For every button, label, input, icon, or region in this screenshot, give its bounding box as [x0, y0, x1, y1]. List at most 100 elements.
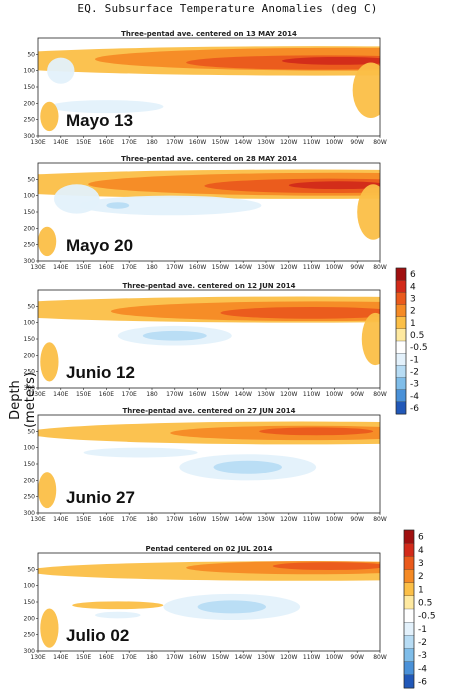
chart-title: EQ. Subsurface Temperature Anomalies (de…	[77, 2, 378, 15]
y-tick-label: 50	[27, 303, 35, 310]
x-tick-label: 160W	[189, 264, 206, 271]
y-tick-label: 200	[24, 477, 36, 484]
y-tick-label: 250	[24, 632, 36, 639]
x-tick-label: 170W	[166, 654, 183, 661]
y-tick-label: 100	[24, 193, 36, 200]
x-tick-label: 160W	[189, 391, 206, 398]
x-tick-label: 150E	[76, 654, 91, 661]
anomaly-contour	[38, 472, 57, 509]
anomaly-contour	[79, 195, 262, 216]
x-tick-label: 140E	[53, 264, 68, 271]
colorbar-segment	[403, 543, 415, 557]
y-tick-label: 100	[24, 68, 36, 75]
colorbar-segment	[395, 316, 407, 330]
x-tick-label: 130E	[30, 139, 45, 146]
y-tick-label: 250	[24, 369, 36, 376]
colorbar-label: -4	[410, 392, 419, 402]
colorbar-segment	[403, 674, 415, 689]
x-tick-label: 140W	[235, 654, 252, 661]
panel-title: Three-pentad ave. centered on 28 MAY 201…	[121, 155, 297, 163]
y-tick-label: 100	[24, 320, 36, 327]
anomaly-contour	[72, 601, 164, 610]
y-tick-label: 250	[24, 242, 36, 249]
anomaly-contour	[47, 57, 75, 84]
anomaly-contour	[142, 330, 207, 341]
x-tick-label: 180	[146, 391, 158, 398]
colorbar-label: 4	[410, 282, 416, 292]
colorbar-frame	[395, 267, 407, 415]
y-tick-label: 300	[24, 648, 36, 655]
colorbar-segment	[403, 661, 415, 676]
anomaly-contour	[40, 101, 59, 132]
panel-2: Three-pentad ave. centered on 28 MAY 201…	[24, 155, 387, 271]
colorbar-segment	[395, 365, 407, 378]
anomaly-contour	[38, 226, 57, 257]
x-tick-label: 90W	[350, 654, 364, 661]
colorbar-label: 0.5	[418, 598, 432, 608]
colorbar-frame	[403, 529, 415, 689]
x-tick-label: 180	[146, 516, 158, 523]
y-tick-label: 300	[24, 133, 36, 140]
panel-4: Three-pentad ave. centered on 27 JUN 201…	[24, 407, 387, 523]
x-tick-label: 180	[146, 139, 158, 146]
y-tick-label: 150	[24, 599, 36, 606]
colorbar-label: -3	[410, 380, 419, 390]
colorbar-label: -2	[410, 367, 419, 377]
panel-title: Three-pentad ave. centered on 27 JUN 201…	[122, 407, 295, 415]
anomaly-contour	[213, 460, 282, 474]
panel-title: Pentad centered on 02 JUL 2014	[145, 545, 272, 553]
x-tick-label: 150E	[76, 264, 91, 271]
x-tick-label: 140E	[53, 516, 68, 523]
x-tick-label: 150E	[76, 516, 91, 523]
panel-1: Three-pentad ave. centered on 13 MAY 201…	[24, 30, 387, 146]
x-tick-label: 150W	[212, 264, 229, 271]
panel-date-label: Mayo 13	[66, 111, 133, 130]
x-tick-label: 180	[146, 264, 158, 271]
x-tick-label: 140W	[235, 391, 252, 398]
anomaly-contour	[220, 306, 380, 319]
x-tick-label: 170W	[166, 264, 183, 271]
colorbar-label: 1	[410, 319, 416, 329]
x-tick-label: 160E	[99, 391, 114, 398]
panel-title: Three-pentad ave. centered on 13 MAY 201…	[121, 30, 297, 38]
anomaly-contour	[49, 100, 164, 114]
x-tick-label: 140W	[235, 139, 252, 146]
anomaly-contour	[281, 56, 380, 65]
colorbar-label: -0.5	[410, 343, 428, 353]
x-tick-label: 80W	[373, 264, 387, 271]
x-tick-label: 110W	[303, 654, 320, 661]
colorbar-2: 6 4 3 2 1 0.5 -0.5 -1 -2 -3 -4 -6	[403, 529, 436, 689]
x-tick-label: 130E	[30, 654, 45, 661]
anomaly-contour	[272, 562, 380, 570]
x-tick-label: 80W	[373, 391, 387, 398]
anomaly-field	[38, 46, 380, 132]
colorbar-label: 0.5	[410, 331, 424, 341]
x-tick-label: 90W	[350, 391, 364, 398]
y-tick-label: 150	[24, 209, 36, 216]
x-tick-label: 170E	[122, 516, 137, 523]
x-tick-label: 140W	[235, 264, 252, 271]
anomaly-field	[38, 296, 380, 382]
x-tick-label: 100W	[326, 516, 343, 523]
colorbar-label: 6	[418, 533, 424, 543]
y-tick-label: 50	[27, 176, 35, 183]
x-tick-label: 150W	[212, 516, 229, 523]
anomaly-contour	[352, 62, 380, 119]
x-tick-label: 150E	[76, 139, 91, 146]
x-tick-label: 130W	[257, 654, 274, 661]
colorbar-segment	[395, 304, 407, 318]
x-tick-label: 140E	[53, 139, 68, 146]
x-tick-label: 120W	[280, 391, 297, 398]
y-tick-label: 150	[24, 84, 36, 91]
x-tick-label: 130E	[30, 264, 45, 271]
panel-title: Three-pentad ave. centered on 12 JUN 201…	[122, 282, 295, 290]
x-tick-label: 160E	[99, 264, 114, 271]
y-tick-label: 150	[24, 336, 36, 343]
y-tick-label: 200	[24, 225, 36, 232]
x-tick-label: 130E	[30, 516, 45, 523]
colorbar-segment	[403, 622, 415, 636]
panel-date-label: Junio 27	[66, 488, 135, 507]
y-tick-label: 200	[24, 615, 36, 622]
colorbar-segment	[395, 389, 407, 403]
